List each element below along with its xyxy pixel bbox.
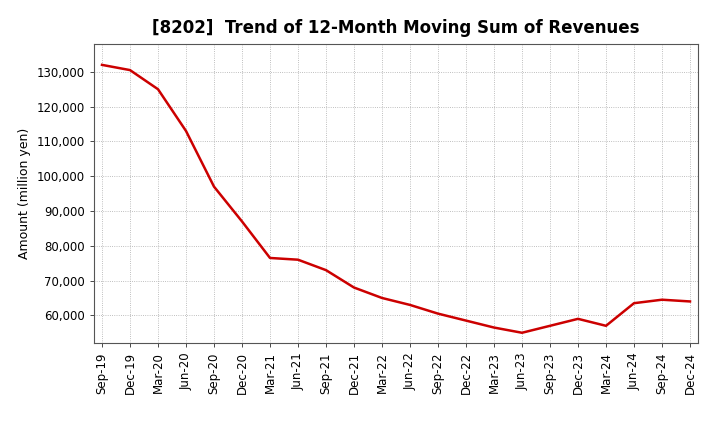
- Y-axis label: Amount (million yen): Amount (million yen): [18, 128, 31, 259]
- Title: [8202]  Trend of 12-Month Moving Sum of Revenues: [8202] Trend of 12-Month Moving Sum of R…: [152, 19, 640, 37]
